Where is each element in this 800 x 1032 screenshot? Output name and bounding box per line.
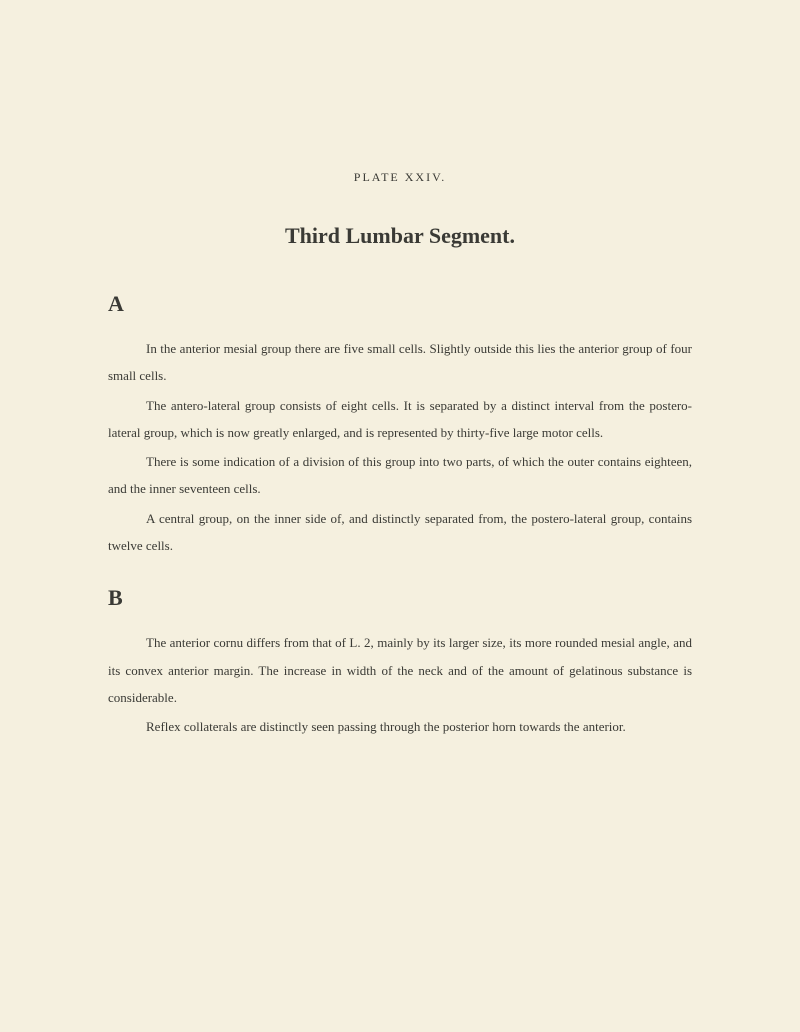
section-a-paragraph: There is some indication of a division o… bbox=[108, 448, 692, 503]
section-a-paragraph: A central group, on the inner side of, a… bbox=[108, 505, 692, 560]
section-b-paragraph: Reflex collaterals are distinctly seen p… bbox=[108, 713, 692, 740]
section-a-letter: A bbox=[108, 291, 700, 317]
section-b-paragraph: The anterior cornu differs from that of … bbox=[108, 629, 692, 711]
section-a-paragraph: The antero-lateral group consists of eig… bbox=[108, 392, 692, 447]
section-b-letter: B bbox=[108, 585, 700, 611]
plate-label: PLATE XXIV. bbox=[100, 170, 700, 185]
page-title: Third Lumbar Segment. bbox=[100, 223, 700, 249]
section-a-paragraph: In the anterior mesial group there are f… bbox=[108, 335, 692, 390]
